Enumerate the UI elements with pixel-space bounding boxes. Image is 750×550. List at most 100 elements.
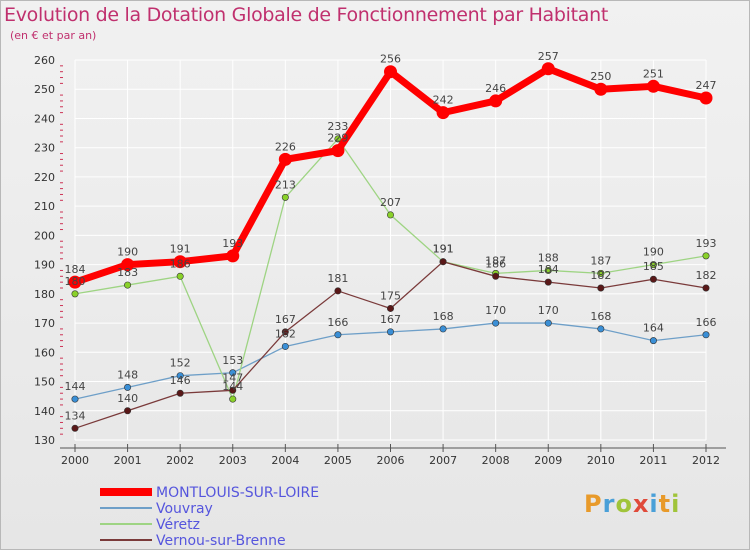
data-point <box>386 328 394 336</box>
data-label: 242 <box>433 94 454 107</box>
data-label: 207 <box>380 196 401 209</box>
x-tick-label: 2001 <box>114 454 142 467</box>
data-label: 183 <box>117 266 138 279</box>
data-label: 182 <box>696 269 717 282</box>
x-tick-label: 2007 <box>429 454 457 467</box>
x-tick-label: 2002 <box>166 454 194 467</box>
data-label: 250 <box>590 70 611 83</box>
x-tick-label: 2004 <box>271 454 299 467</box>
data-label: 170 <box>485 304 506 317</box>
data-label: 257 <box>538 50 559 63</box>
data-point <box>544 319 552 327</box>
data-point <box>492 319 500 327</box>
data-point <box>544 278 552 286</box>
data-label: 168 <box>590 310 611 323</box>
data-point <box>71 290 79 298</box>
x-tick-label: 2008 <box>482 454 510 467</box>
data-label: 140 <box>117 392 138 405</box>
data-label: 191 <box>170 243 191 256</box>
y-tick-label: 220 <box>34 171 55 184</box>
data-label: 170 <box>538 304 559 317</box>
data-label: 229 <box>327 132 348 145</box>
data-label: 146 <box>170 374 191 387</box>
data-label: 166 <box>696 316 717 329</box>
data-point <box>71 424 79 432</box>
y-tick-label: 230 <box>34 142 55 155</box>
data-point <box>176 372 184 380</box>
data-point <box>439 258 447 266</box>
x-tick-label: 2012 <box>692 454 720 467</box>
data-point <box>649 337 657 345</box>
data-point <box>334 135 342 143</box>
x-tick-label: 2009 <box>534 454 562 467</box>
data-label: 187 <box>590 254 611 267</box>
x-tick-label: 2010 <box>587 454 615 467</box>
data-point <box>699 91 713 105</box>
data-point <box>229 369 237 377</box>
legend: MONTLOUIS-SUR-LOIREVouvrayVéretzVernou-s… <box>100 485 319 549</box>
logo-letter: i <box>649 490 659 518</box>
data-point <box>386 211 394 219</box>
data-point <box>386 304 394 312</box>
data-label: 180 <box>65 275 86 288</box>
data-label: 148 <box>117 368 138 381</box>
data-label: 233 <box>327 120 348 133</box>
data-point <box>176 389 184 397</box>
data-point <box>124 281 132 289</box>
data-point <box>71 395 79 403</box>
data-point <box>544 266 552 274</box>
y-tick-label: 260 <box>34 54 55 67</box>
x-tick-label: 2006 <box>377 454 405 467</box>
y-tick-label: 180 <box>34 288 55 301</box>
data-label: 181 <box>327 272 348 285</box>
logo-letter: P <box>584 490 603 518</box>
data-point <box>489 94 503 108</box>
data-label: 213 <box>275 178 296 191</box>
data-point <box>597 284 605 292</box>
data-label: 190 <box>643 246 664 259</box>
chart-title: Evolution de la Dotation Globale de Fonc… <box>4 4 609 26</box>
data-point <box>649 275 657 283</box>
logo-letter: i <box>671 490 681 518</box>
data-label: 186 <box>170 257 191 270</box>
data-point <box>278 152 292 166</box>
logo-letter: x <box>632 490 650 518</box>
data-label: 226 <box>275 140 296 153</box>
data-point <box>439 325 447 333</box>
y-tick-label: 210 <box>34 200 55 213</box>
data-label: 175 <box>380 289 401 302</box>
data-point <box>649 261 657 269</box>
data-point <box>646 79 660 93</box>
y-tick-label: 200 <box>34 229 55 242</box>
data-point <box>124 407 132 415</box>
x-tick-label: 2011 <box>639 454 667 467</box>
y-tick-label: 250 <box>34 83 55 96</box>
y-tick-label: 150 <box>34 376 55 389</box>
data-label: 184 <box>65 263 86 276</box>
data-point <box>281 342 289 350</box>
data-point <box>597 325 605 333</box>
data-point <box>229 386 237 394</box>
data-point <box>702 331 710 339</box>
data-label: 246 <box>485 82 506 95</box>
logo-letter: o <box>615 490 633 518</box>
data-label: 144 <box>65 380 86 393</box>
data-label: 251 <box>643 67 664 80</box>
data-point <box>594 82 608 96</box>
data-point <box>281 193 289 201</box>
chart-subtitle: (en € et par an) <box>10 29 97 42</box>
data-point <box>229 395 237 403</box>
data-label: 193 <box>222 237 243 250</box>
data-point <box>492 272 500 280</box>
data-point <box>702 284 710 292</box>
data-label: 168 <box>433 310 454 323</box>
data-label: 162 <box>275 327 296 340</box>
series-group <box>68 62 713 432</box>
data-label: 134 <box>65 409 86 422</box>
y-tick-label: 140 <box>34 405 55 418</box>
data-point <box>702 252 710 260</box>
data-point <box>176 272 184 280</box>
y-tick-label: 190 <box>34 259 55 272</box>
data-label: 191 <box>433 243 454 256</box>
data-label: 187 <box>485 254 506 267</box>
